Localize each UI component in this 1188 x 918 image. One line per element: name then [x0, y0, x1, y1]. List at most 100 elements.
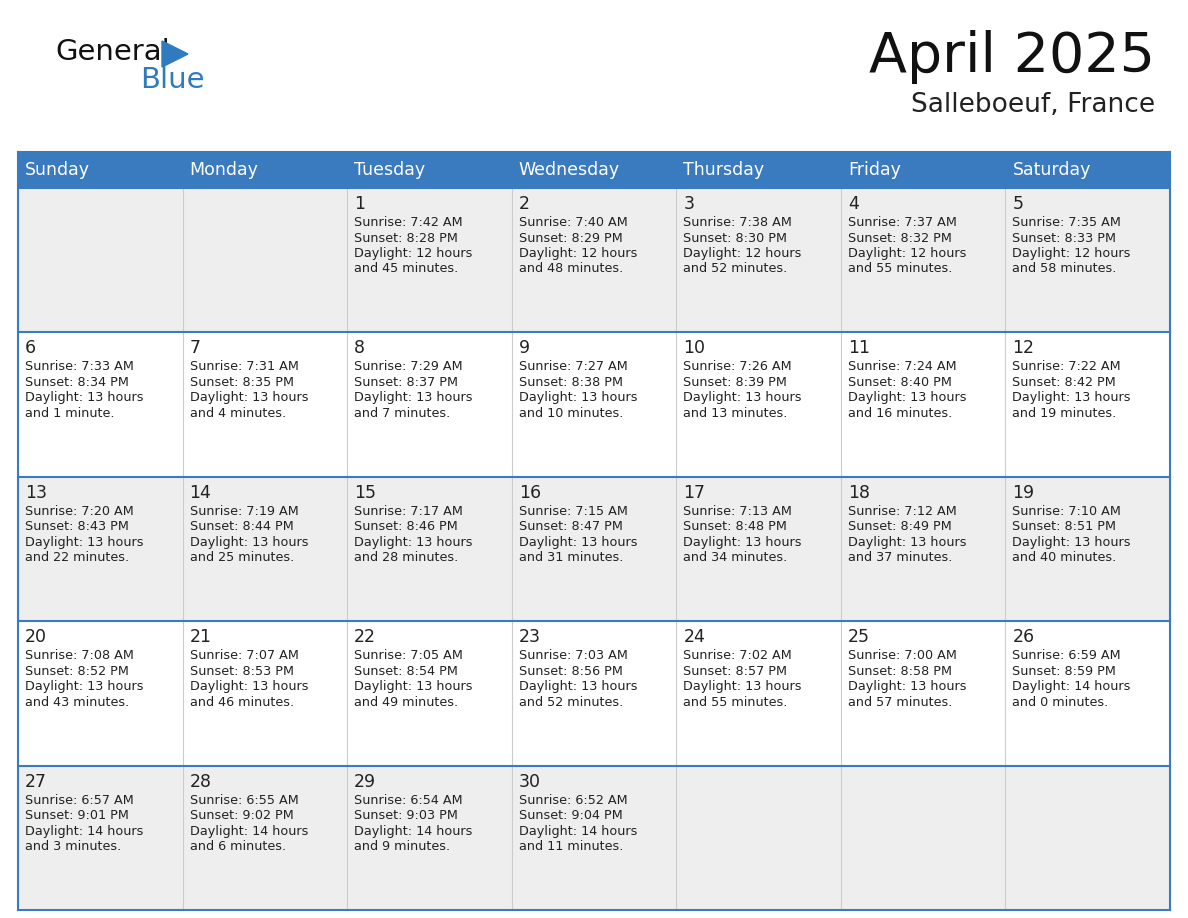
Text: 9: 9 — [519, 340, 530, 357]
Text: Daylight: 13 hours: Daylight: 13 hours — [519, 680, 637, 693]
Text: Sunset: 8:37 PM: Sunset: 8:37 PM — [354, 375, 459, 389]
Text: Sunrise: 7:03 AM: Sunrise: 7:03 AM — [519, 649, 627, 662]
Text: Sunset: 8:28 PM: Sunset: 8:28 PM — [354, 231, 459, 244]
Text: Daylight: 13 hours: Daylight: 13 hours — [848, 391, 966, 405]
Text: and 6 minutes.: and 6 minutes. — [190, 840, 285, 853]
Text: Daylight: 14 hours: Daylight: 14 hours — [519, 824, 637, 837]
Text: and 52 minutes.: and 52 minutes. — [519, 696, 623, 709]
Text: and 55 minutes.: and 55 minutes. — [848, 263, 953, 275]
Text: Sunrise: 7:27 AM: Sunrise: 7:27 AM — [519, 361, 627, 374]
Text: 23: 23 — [519, 628, 541, 646]
Text: Sunset: 9:02 PM: Sunset: 9:02 PM — [190, 809, 293, 823]
Text: Sunrise: 7:00 AM: Sunrise: 7:00 AM — [848, 649, 956, 662]
Text: Sunset: 9:01 PM: Sunset: 9:01 PM — [25, 809, 128, 823]
Text: 11: 11 — [848, 340, 870, 357]
Text: 21: 21 — [190, 628, 211, 646]
Text: and 1 minute.: and 1 minute. — [25, 407, 114, 420]
Text: Sunrise: 7:17 AM: Sunrise: 7:17 AM — [354, 505, 463, 518]
Text: Sunrise: 7:26 AM: Sunrise: 7:26 AM — [683, 361, 792, 374]
Text: Sunset: 8:59 PM: Sunset: 8:59 PM — [1012, 665, 1117, 677]
Text: 2: 2 — [519, 195, 530, 213]
Text: Sunrise: 7:42 AM: Sunrise: 7:42 AM — [354, 216, 463, 229]
Text: and 52 minutes.: and 52 minutes. — [683, 263, 788, 275]
Text: Sunset: 8:56 PM: Sunset: 8:56 PM — [519, 665, 623, 677]
Text: 28: 28 — [190, 773, 211, 790]
Text: Daylight: 13 hours: Daylight: 13 hours — [683, 536, 802, 549]
Text: Daylight: 13 hours: Daylight: 13 hours — [683, 680, 802, 693]
Text: Monday: Monday — [190, 161, 259, 179]
Text: Daylight: 12 hours: Daylight: 12 hours — [683, 247, 802, 260]
Text: 12: 12 — [1012, 340, 1035, 357]
Text: and 16 minutes.: and 16 minutes. — [848, 407, 952, 420]
Text: Sunset: 8:42 PM: Sunset: 8:42 PM — [1012, 375, 1117, 389]
Text: and 48 minutes.: and 48 minutes. — [519, 263, 623, 275]
Text: Sunrise: 6:55 AM: Sunrise: 6:55 AM — [190, 793, 298, 807]
Text: Sunset: 8:35 PM: Sunset: 8:35 PM — [190, 375, 293, 389]
Text: Sunrise: 7:35 AM: Sunrise: 7:35 AM — [1012, 216, 1121, 229]
Text: Tuesday: Tuesday — [354, 161, 425, 179]
Bar — [18, 766, 1170, 910]
Text: Thursday: Thursday — [683, 161, 764, 179]
Text: 13: 13 — [25, 484, 48, 502]
Text: 22: 22 — [354, 628, 377, 646]
Text: 19: 19 — [1012, 484, 1035, 502]
Text: Blue: Blue — [140, 66, 204, 94]
Text: and 55 minutes.: and 55 minutes. — [683, 696, 788, 709]
Text: Sunrise: 7:33 AM: Sunrise: 7:33 AM — [25, 361, 134, 374]
Text: Daylight: 13 hours: Daylight: 13 hours — [1012, 391, 1131, 405]
Text: Daylight: 13 hours: Daylight: 13 hours — [354, 391, 473, 405]
Text: 20: 20 — [25, 628, 48, 646]
Text: and 25 minutes.: and 25 minutes. — [190, 552, 293, 565]
Text: and 0 minutes.: and 0 minutes. — [1012, 696, 1108, 709]
Text: Sunset: 8:52 PM: Sunset: 8:52 PM — [25, 665, 128, 677]
Text: Daylight: 13 hours: Daylight: 13 hours — [190, 536, 308, 549]
Text: and 4 minutes.: and 4 minutes. — [190, 407, 285, 420]
Text: Sunset: 8:38 PM: Sunset: 8:38 PM — [519, 375, 623, 389]
Text: Sunrise: 7:37 AM: Sunrise: 7:37 AM — [848, 216, 956, 229]
Text: General: General — [55, 38, 170, 66]
Text: Daylight: 13 hours: Daylight: 13 hours — [354, 536, 473, 549]
Text: and 13 minutes.: and 13 minutes. — [683, 407, 788, 420]
Text: and 22 minutes.: and 22 minutes. — [25, 552, 129, 565]
Text: Sunset: 8:49 PM: Sunset: 8:49 PM — [848, 521, 952, 533]
Text: 17: 17 — [683, 484, 706, 502]
Text: Sunset: 8:32 PM: Sunset: 8:32 PM — [848, 231, 952, 244]
Text: Daylight: 13 hours: Daylight: 13 hours — [519, 391, 637, 405]
Text: Sunrise: 7:40 AM: Sunrise: 7:40 AM — [519, 216, 627, 229]
Text: 18: 18 — [848, 484, 870, 502]
Text: Daylight: 13 hours: Daylight: 13 hours — [519, 536, 637, 549]
Text: Sunset: 8:39 PM: Sunset: 8:39 PM — [683, 375, 788, 389]
Text: Sunday: Sunday — [25, 161, 90, 179]
Text: Sunset: 8:53 PM: Sunset: 8:53 PM — [190, 665, 293, 677]
Text: and 43 minutes.: and 43 minutes. — [25, 696, 129, 709]
Text: Friday: Friday — [848, 161, 901, 179]
Text: Sunset: 8:47 PM: Sunset: 8:47 PM — [519, 521, 623, 533]
Text: and 57 minutes.: and 57 minutes. — [848, 696, 953, 709]
Text: Sunrise: 7:15 AM: Sunrise: 7:15 AM — [519, 505, 627, 518]
Text: 3: 3 — [683, 195, 694, 213]
Text: Sunset: 8:34 PM: Sunset: 8:34 PM — [25, 375, 128, 389]
Text: Daylight: 14 hours: Daylight: 14 hours — [1012, 680, 1131, 693]
Text: 16: 16 — [519, 484, 541, 502]
Text: Daylight: 14 hours: Daylight: 14 hours — [354, 824, 473, 837]
Text: Daylight: 13 hours: Daylight: 13 hours — [1012, 536, 1131, 549]
Text: Sunrise: 7:12 AM: Sunrise: 7:12 AM — [848, 505, 956, 518]
Text: Sunrise: 7:19 AM: Sunrise: 7:19 AM — [190, 505, 298, 518]
Text: Saturday: Saturday — [1012, 161, 1091, 179]
Text: Daylight: 12 hours: Daylight: 12 hours — [1012, 247, 1131, 260]
Text: Sunrise: 7:22 AM: Sunrise: 7:22 AM — [1012, 361, 1121, 374]
Text: Daylight: 13 hours: Daylight: 13 hours — [25, 536, 144, 549]
Text: Sunrise: 7:07 AM: Sunrise: 7:07 AM — [190, 649, 298, 662]
Text: 4: 4 — [848, 195, 859, 213]
Text: Sunrise: 6:59 AM: Sunrise: 6:59 AM — [1012, 649, 1121, 662]
Text: Sunset: 8:44 PM: Sunset: 8:44 PM — [190, 521, 293, 533]
Text: and 31 minutes.: and 31 minutes. — [519, 552, 623, 565]
Text: Sunset: 8:48 PM: Sunset: 8:48 PM — [683, 521, 788, 533]
Text: 8: 8 — [354, 340, 365, 357]
Text: 25: 25 — [848, 628, 870, 646]
Text: 7: 7 — [190, 340, 201, 357]
Text: Salleboeuf, France: Salleboeuf, France — [911, 92, 1155, 118]
Text: Sunset: 8:33 PM: Sunset: 8:33 PM — [1012, 231, 1117, 244]
Bar — [18, 188, 1170, 332]
Text: Sunrise: 7:02 AM: Sunrise: 7:02 AM — [683, 649, 792, 662]
